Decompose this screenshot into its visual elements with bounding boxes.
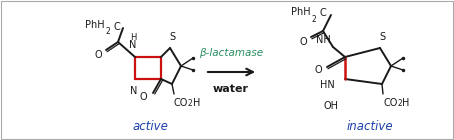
Text: C: C bbox=[319, 8, 326, 18]
Text: N: N bbox=[129, 40, 137, 50]
Text: 2: 2 bbox=[397, 99, 402, 108]
Text: 2: 2 bbox=[188, 99, 193, 108]
Text: β-lactamase: β-lactamase bbox=[199, 48, 263, 58]
Text: O: O bbox=[139, 92, 147, 102]
Text: CO: CO bbox=[383, 98, 397, 108]
Text: O: O bbox=[299, 37, 307, 47]
Text: OH: OH bbox=[324, 101, 339, 111]
Text: S: S bbox=[169, 32, 175, 42]
Text: CO: CO bbox=[174, 98, 188, 108]
Text: active: active bbox=[132, 120, 168, 133]
Text: NH: NH bbox=[316, 35, 331, 45]
Text: S: S bbox=[379, 32, 385, 42]
Text: N: N bbox=[130, 86, 138, 96]
Text: HN: HN bbox=[320, 80, 335, 90]
Text: H: H bbox=[193, 98, 200, 108]
Text: O: O bbox=[94, 50, 102, 60]
Text: H: H bbox=[402, 98, 410, 108]
Text: PhH: PhH bbox=[85, 20, 105, 30]
Text: O: O bbox=[314, 65, 322, 75]
Text: PhH: PhH bbox=[291, 7, 311, 17]
Text: inactive: inactive bbox=[347, 120, 393, 133]
Text: 2: 2 bbox=[105, 26, 110, 36]
Text: 2: 2 bbox=[311, 15, 316, 24]
Text: C: C bbox=[114, 22, 121, 32]
Text: water: water bbox=[213, 84, 249, 94]
Text: H: H bbox=[130, 33, 136, 42]
